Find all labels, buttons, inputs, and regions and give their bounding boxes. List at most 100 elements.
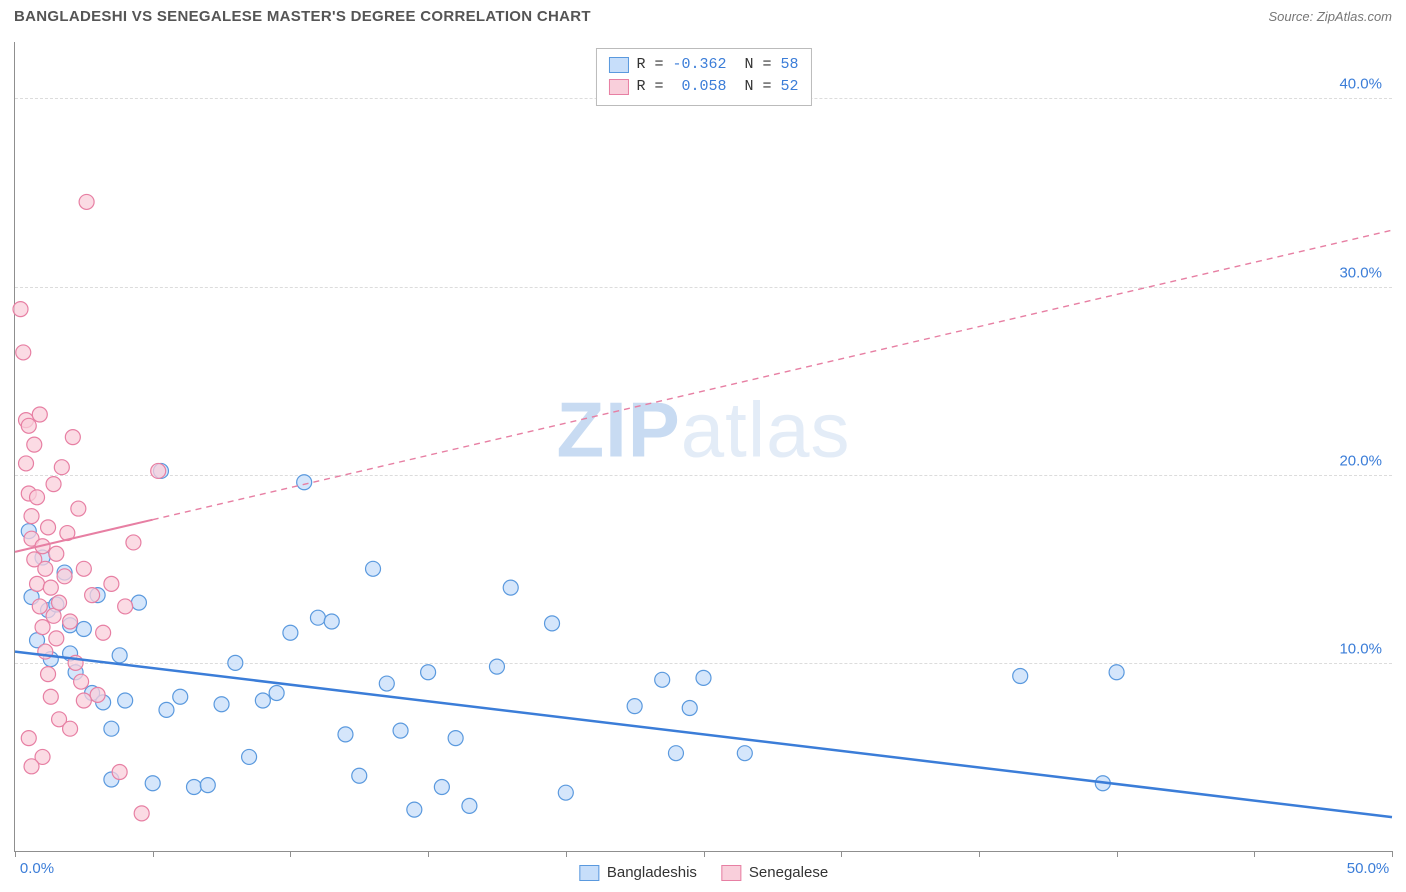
- data-point: [255, 693, 270, 708]
- data-point: [126, 535, 141, 550]
- x-tick: [704, 851, 705, 857]
- data-point: [21, 731, 36, 746]
- data-point: [63, 614, 78, 629]
- data-point: [151, 463, 166, 478]
- data-point: [324, 614, 339, 629]
- data-point: [24, 509, 39, 524]
- data-point: [27, 437, 42, 452]
- data-point: [503, 580, 518, 595]
- data-point: [41, 520, 56, 535]
- data-point: [682, 701, 697, 716]
- correlation-legend: R = -0.362N = 58R = 0.058N = 52: [595, 48, 811, 106]
- data-point: [21, 418, 36, 433]
- x-tick: [153, 851, 154, 857]
- data-point: [43, 689, 58, 704]
- data-point: [49, 631, 64, 646]
- legend-swatch: [721, 865, 741, 881]
- data-point: [379, 676, 394, 691]
- data-point: [63, 721, 78, 736]
- x-tick: [979, 851, 980, 857]
- data-point: [352, 768, 367, 783]
- data-point: [49, 546, 64, 561]
- data-point: [38, 561, 53, 576]
- data-point: [16, 345, 31, 360]
- data-point: [283, 625, 298, 640]
- data-point: [30, 576, 45, 591]
- data-point: [200, 778, 215, 793]
- x-tick: [566, 851, 567, 857]
- x-tick: [1117, 851, 1118, 857]
- data-point: [655, 672, 670, 687]
- data-point: [1013, 669, 1028, 684]
- data-point: [159, 702, 174, 717]
- x-tick-label: 50.0%: [1347, 860, 1390, 877]
- data-point: [118, 693, 133, 708]
- legend-swatch: [608, 57, 628, 73]
- x-tick: [290, 851, 291, 857]
- data-point: [35, 620, 50, 635]
- data-point: [448, 731, 463, 746]
- data-point: [104, 576, 119, 591]
- data-point: [462, 798, 477, 813]
- data-point: [407, 802, 422, 817]
- data-point: [393, 723, 408, 738]
- data-point: [79, 194, 94, 209]
- x-tick: [15, 851, 16, 857]
- data-point: [187, 780, 202, 795]
- data-point: [366, 561, 381, 576]
- x-tick: [428, 851, 429, 857]
- data-point: [228, 655, 243, 670]
- data-point: [54, 460, 69, 475]
- legend-label: Senegalese: [749, 864, 828, 881]
- data-point: [118, 599, 133, 614]
- legend-label: Bangladeshis: [607, 864, 697, 881]
- trend-line-extrapolated: [153, 230, 1392, 520]
- data-point: [145, 776, 160, 791]
- data-point: [434, 780, 449, 795]
- data-point: [30, 490, 45, 505]
- legend-row: R = -0.362N = 58: [608, 54, 798, 76]
- data-point: [76, 561, 91, 576]
- x-tick: [1392, 851, 1393, 857]
- data-point: [112, 764, 127, 779]
- legend-row: R = 0.058N = 52: [608, 76, 798, 98]
- data-point: [131, 595, 146, 610]
- data-point: [696, 670, 711, 685]
- data-point: [214, 697, 229, 712]
- data-point: [297, 475, 312, 490]
- data-point: [96, 625, 111, 640]
- data-point: [242, 749, 257, 764]
- data-point: [74, 674, 89, 689]
- data-point: [489, 659, 504, 674]
- data-point: [1109, 665, 1124, 680]
- data-point: [310, 610, 325, 625]
- legend-swatch: [608, 79, 628, 95]
- data-point: [338, 727, 353, 742]
- series-legend: Bangladeshis Senegalese: [579, 864, 828, 881]
- data-point: [52, 595, 67, 610]
- data-point: [41, 667, 56, 682]
- data-point: [104, 721, 119, 736]
- data-point: [76, 621, 91, 636]
- data-point: [19, 456, 34, 471]
- legend-item: Bangladeshis: [579, 864, 697, 881]
- legend-swatch: [579, 865, 599, 881]
- data-point: [269, 685, 284, 700]
- data-point: [627, 699, 642, 714]
- data-point: [32, 407, 47, 422]
- source-attribution: Source: ZipAtlas.com: [1268, 9, 1392, 24]
- data-point: [558, 785, 573, 800]
- data-point: [421, 665, 436, 680]
- chart-area: Master's Degree ZIPatlas 10.0%20.0%30.0%…: [14, 42, 1392, 852]
- data-point: [57, 569, 72, 584]
- x-tick: [841, 851, 842, 857]
- data-point: [43, 580, 58, 595]
- legend-item: Senegalese: [721, 864, 828, 881]
- data-point: [90, 687, 105, 702]
- data-point: [173, 689, 188, 704]
- data-point: [134, 806, 149, 821]
- data-point: [13, 302, 28, 317]
- data-point: [24, 759, 39, 774]
- data-point: [76, 693, 91, 708]
- data-point: [65, 430, 80, 445]
